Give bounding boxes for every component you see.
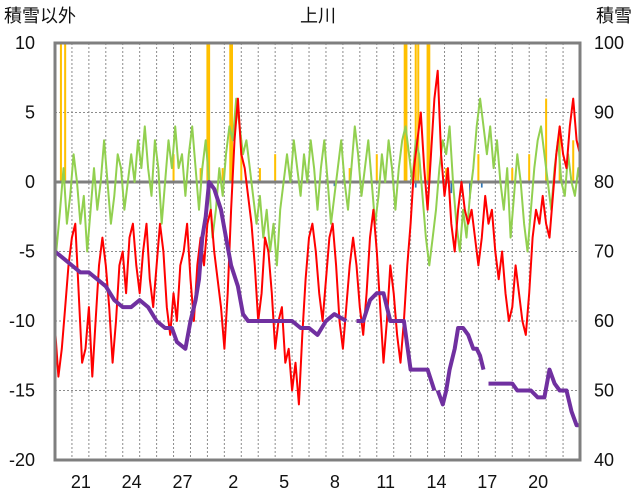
line-series xyxy=(53,69,581,428)
precip-bar xyxy=(230,43,233,182)
precip-bar xyxy=(208,43,211,182)
left-axis-label: 積雪以外 xyxy=(4,6,76,27)
precip-bar xyxy=(572,140,575,182)
chart-title: 上川 xyxy=(300,6,336,27)
precip-bar xyxy=(528,154,531,182)
precip-bar xyxy=(428,43,431,182)
precip-bar xyxy=(375,154,378,182)
plot-frame xyxy=(53,41,582,462)
precip-bar xyxy=(405,43,408,182)
snow-depth-line xyxy=(53,180,348,351)
x-tick-label: 2 xyxy=(228,472,238,492)
x-tick-label: 11 xyxy=(376,472,395,492)
left-tick-label: 10 xyxy=(15,33,35,53)
max-temp-line xyxy=(54,97,581,267)
precip-bar xyxy=(545,98,548,182)
sunshine-bar xyxy=(333,182,336,187)
precip-bar xyxy=(477,154,480,182)
bar-series xyxy=(59,43,575,199)
x-tick-label: 8 xyxy=(330,472,340,492)
left-tick-label: -15 xyxy=(9,381,35,401)
precip-bar xyxy=(403,43,406,182)
precip-bar xyxy=(414,43,417,182)
precip-bar xyxy=(206,43,209,182)
precip-bar xyxy=(172,154,175,182)
precip-bar xyxy=(426,43,429,182)
sunshine-bar xyxy=(480,182,483,188)
precip-bar xyxy=(417,43,420,182)
left-tick-label: 5 xyxy=(25,103,35,123)
x-axis-ticks: 21 24 27 2 5 8 11 14 17 20 xyxy=(71,472,548,492)
right-tick-label: 70 xyxy=(594,242,614,262)
sunshine-bar xyxy=(450,182,453,194)
right-tick-label: 90 xyxy=(594,103,614,123)
sunshine-bar xyxy=(414,182,417,188)
right-axis-ticks: 100 90 80 70 60 50 40 xyxy=(594,33,624,470)
precip-bar xyxy=(221,168,224,182)
precip-bar xyxy=(274,154,277,182)
min-temp-line xyxy=(54,69,581,406)
precip-bar xyxy=(511,168,514,182)
left-tick-label: -20 xyxy=(9,450,35,470)
right-tick-label: 100 xyxy=(594,33,624,53)
right-tick-label: 60 xyxy=(594,311,614,331)
left-tick-label: -10 xyxy=(9,311,35,331)
precip-bar xyxy=(258,168,261,182)
right-axis-label: 積雪 xyxy=(596,6,632,27)
x-tick-label: 27 xyxy=(172,472,192,492)
x-tick-label: 14 xyxy=(427,472,447,492)
precip-bar xyxy=(64,43,67,182)
precip-bar xyxy=(59,43,62,182)
precip-bar xyxy=(240,140,243,182)
right-tick-label: 50 xyxy=(594,381,614,401)
snow-depth-line xyxy=(488,367,580,428)
precip-bar xyxy=(199,168,202,182)
right-tick-label: 80 xyxy=(594,172,614,192)
x-tick-label: 20 xyxy=(528,472,548,492)
left-tick-label: -5 xyxy=(19,242,35,262)
left-tick-label: 0 xyxy=(25,172,35,192)
left-axis-ticks: 10 5 0 -5 -10 -15 -20 xyxy=(9,33,35,470)
x-tick-label: 5 xyxy=(279,472,289,492)
precip-bar xyxy=(229,43,232,182)
right-tick-label: 40 xyxy=(594,450,614,470)
x-tick-label: 21 xyxy=(71,472,91,492)
snow-depth-line xyxy=(356,291,437,392)
precip-bar xyxy=(348,168,351,182)
x-tick-label: 17 xyxy=(477,472,497,492)
x-tick-label: 24 xyxy=(122,472,142,492)
snow-depth-line xyxy=(435,326,486,407)
